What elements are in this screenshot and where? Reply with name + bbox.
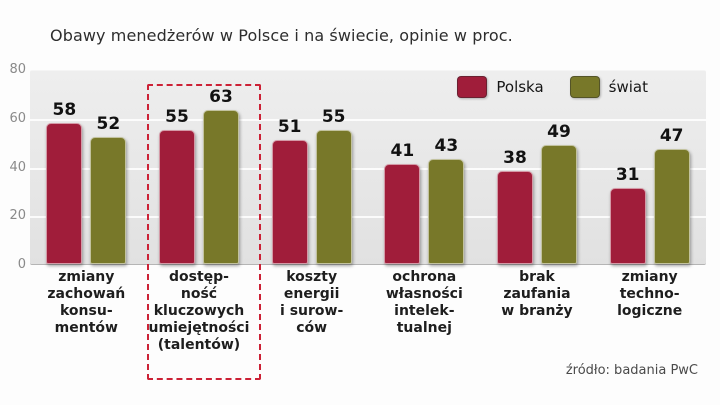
bar-swiat [653,149,690,264]
bar-polska [497,171,533,264]
gridline [30,167,706,170]
bar-value: 51 [277,116,302,137]
bar-swiat [315,129,352,264]
bar-swiat [203,110,239,264]
bar-value: 55 [165,106,189,127]
bar-value: 47 [659,126,684,147]
y-axis-tick: 0 [17,257,26,272]
chart-title: Obawy menedżerów w Polsce i na świecie, … [50,26,513,45]
bar-value: 63 [209,87,233,108]
legend-label-swiat: świat [608,78,648,96]
bar-value: 41 [390,141,415,162]
legend-item-polska: Polska [457,76,544,98]
category-label: zmiany techno- logiczne [617,269,683,319]
bar-polska [159,129,195,264]
gridline [30,118,706,121]
bar-value: 55 [321,106,346,127]
source-note: źródło: badania PwC [565,363,698,378]
category-label: dostęp- ność kluczowych umiejętności (ta… [148,269,250,353]
bar-value: 43 [434,136,459,157]
gridline [30,216,706,219]
y-axis-tick: 40 [9,159,26,175]
category-label: brak zaufania w branży [501,269,573,319]
bar-polska [609,188,646,264]
bar-value: 52 [96,114,121,135]
legend-swatch-swiat [569,76,600,98]
bar-swiat [541,144,577,264]
bar-swiat [428,159,465,264]
bar-polska [46,122,83,264]
bar-value: 49 [547,121,571,142]
category-label: zmiany zachowań konsu- mentów [47,269,126,336]
bar-polska [384,164,421,264]
bar-swiat [90,137,127,264]
bar-value: 58 [52,99,77,120]
bar-value: 38 [503,148,527,169]
category-label: ochrona własności intelek- tualnej [385,269,463,336]
legend-label-polska: Polska [496,78,544,96]
bar-value: 31 [615,165,640,186]
category-label: koszty energii i surow- ców [280,269,344,336]
y-axis-tick: 60 [9,110,26,126]
bar-polska [271,139,308,264]
legend-item-swiat: świat [569,76,648,98]
plot-area: 58 52 55 63 51 55 41 43 38 49 31 47 [30,70,706,265]
y-axis-tick: 80 [9,62,26,77]
y-axis-tick: 20 [9,208,26,224]
legend: Polska świat [457,76,648,98]
legend-swatch-polska [457,76,488,98]
